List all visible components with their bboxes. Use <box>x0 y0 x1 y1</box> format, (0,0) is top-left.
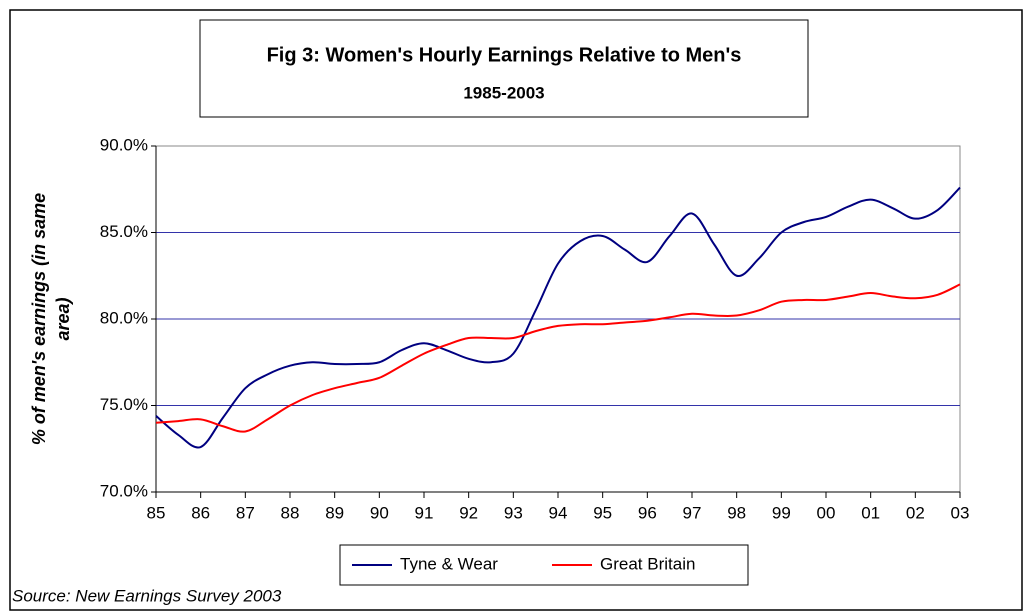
x-tick-label: 87 <box>236 503 255 522</box>
x-tick-label: 91 <box>415 503 434 522</box>
x-tick-label: 02 <box>906 503 925 522</box>
x-tick-label: 95 <box>593 503 612 522</box>
y-axis-label: % of men's earnings (in same <box>29 193 49 445</box>
x-tick-label: 98 <box>727 503 746 522</box>
x-tick-label: 00 <box>817 503 836 522</box>
title-box <box>199 19 809 118</box>
series-line <box>155 186 961 449</box>
x-tick-label: 96 <box>638 503 657 522</box>
x-tick-label: 89 <box>325 503 344 522</box>
y-axis-label: area) <box>53 297 73 340</box>
x-tick-label: 01 <box>861 503 880 522</box>
y-tick-label: 85.0% <box>100 222 148 241</box>
x-tick-label: 99 <box>772 503 791 522</box>
x-tick-label: 92 <box>459 503 478 522</box>
chart-title: Fig 3: Women's Hourly Earnings Relative … <box>267 44 742 66</box>
x-tick-label: 93 <box>504 503 523 522</box>
chart-subtitle: 1985-2003 <box>463 83 544 102</box>
x-tick-label: 88 <box>281 503 300 522</box>
y-tick-label: 80.0% <box>100 308 148 327</box>
x-tick-label: 90 <box>370 503 389 522</box>
x-tick-label: 94 <box>549 503 568 522</box>
series-line <box>155 283 961 433</box>
legend-box <box>339 544 749 586</box>
x-tick-label: 97 <box>683 503 702 522</box>
y-tick-label: 90.0% <box>100 135 148 154</box>
source-note: Source: New Earnings Survey 2003 <box>12 586 282 605</box>
x-tick-label: 85 <box>147 503 166 522</box>
legend-label: Tyne & Wear <box>400 554 498 573</box>
x-tick-label: 03 <box>951 503 970 522</box>
x-tick-label: 86 <box>191 503 210 522</box>
legend-label: Great Britain <box>600 554 695 573</box>
y-tick-label: 70.0% <box>100 481 148 500</box>
y-tick-label: 75.0% <box>100 395 148 414</box>
